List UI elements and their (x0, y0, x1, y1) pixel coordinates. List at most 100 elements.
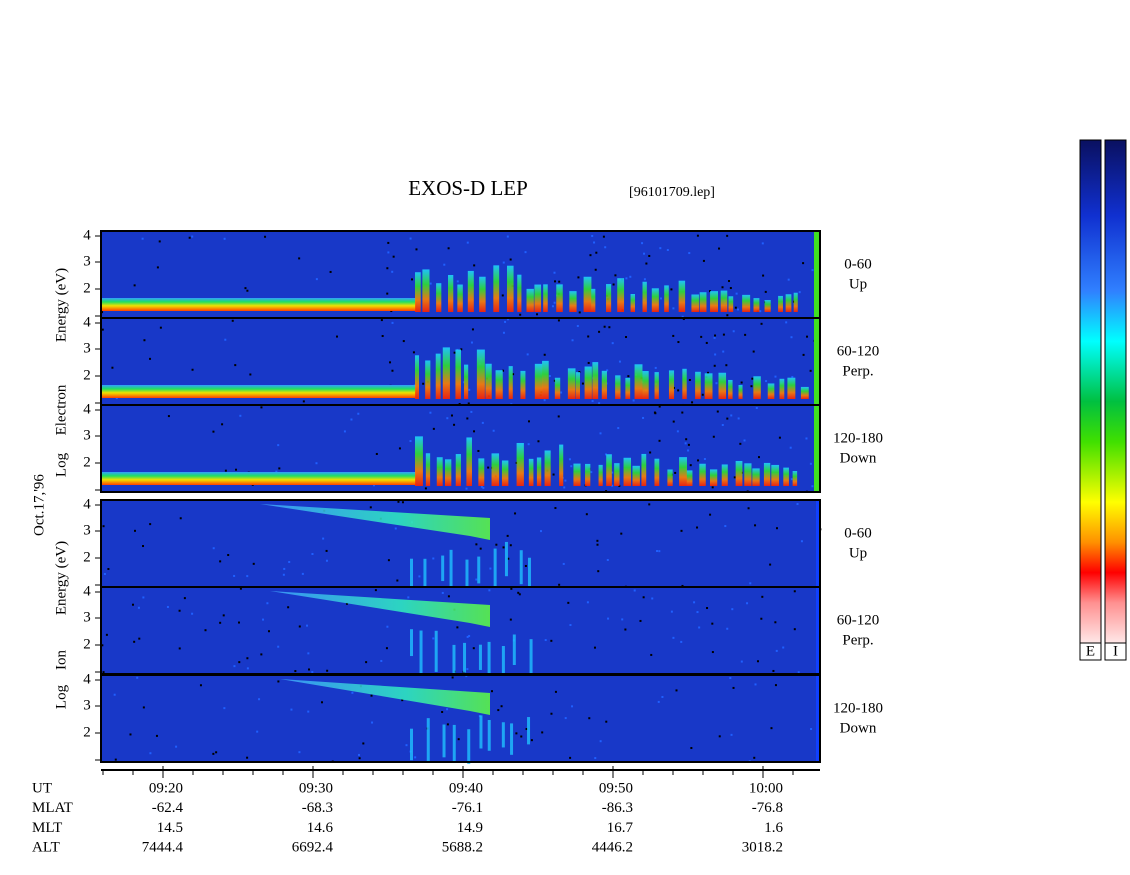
burst (606, 454, 612, 486)
burst (598, 464, 603, 486)
noise (466, 241, 469, 244)
ion-streak (441, 555, 445, 582)
noise (372, 484, 375, 487)
noise (396, 579, 399, 582)
noise (709, 513, 712, 516)
noise (791, 375, 794, 378)
noise (571, 705, 574, 708)
noise (136, 676, 139, 679)
noise (219, 621, 222, 624)
low-band (101, 385, 416, 398)
y-tick-label: 2 (83, 454, 91, 470)
noise (223, 707, 226, 710)
noise (233, 665, 236, 668)
noise (607, 617, 610, 620)
noise (714, 334, 717, 337)
noise (266, 602, 269, 605)
noise (370, 694, 373, 697)
noise (598, 402, 601, 405)
noise (506, 318, 509, 321)
ion-streak (452, 724, 456, 764)
burst (478, 458, 485, 486)
noise (774, 684, 777, 687)
noise (721, 423, 724, 426)
noise (432, 557, 435, 560)
noise (502, 546, 505, 549)
noise (620, 532, 623, 535)
noise (755, 406, 758, 409)
noise (806, 335, 809, 338)
noise (322, 537, 325, 540)
burst (520, 370, 526, 399)
spectrogram (100, 674, 821, 765)
noise (553, 271, 556, 274)
noise (142, 545, 145, 548)
noise (681, 411, 684, 414)
noise (809, 369, 812, 372)
noise (401, 699, 404, 702)
ion-streak (463, 642, 467, 673)
noise (760, 617, 763, 620)
y-tick-label: 2 (83, 636, 91, 652)
noise (756, 660, 759, 663)
burst (699, 463, 706, 486)
noise (569, 756, 572, 759)
y-tick-label: 4 (83, 671, 91, 687)
panel-label: Up (849, 545, 867, 561)
noise (787, 278, 790, 281)
noise (654, 366, 657, 369)
noise (550, 639, 553, 642)
burst (506, 265, 514, 312)
edge-strip (814, 318, 820, 405)
burst (728, 296, 734, 312)
footer-value: -76.1 (452, 800, 483, 816)
burst (435, 353, 441, 399)
row-label: MLT (32, 820, 62, 836)
noise (711, 486, 714, 489)
y-tick-label: 2 (83, 367, 91, 383)
burst (448, 274, 454, 312)
noise (239, 587, 242, 590)
noise (541, 731, 544, 734)
noise (802, 262, 805, 265)
noise (105, 633, 108, 636)
noise (387, 241, 390, 244)
burst (617, 278, 625, 312)
noise (754, 683, 757, 686)
noise (676, 430, 679, 433)
noise (682, 318, 685, 321)
footer-value: 10:00 (749, 780, 783, 796)
noise (602, 235, 605, 238)
noise (141, 237, 144, 240)
noise (362, 742, 365, 745)
ion-streak (410, 728, 413, 761)
noise (212, 547, 215, 550)
noise (718, 735, 721, 738)
noise (234, 364, 237, 367)
noise (315, 462, 318, 465)
noise (466, 417, 469, 420)
noise (457, 738, 460, 741)
noise (471, 328, 474, 331)
noise (774, 621, 777, 624)
ion-streak (479, 715, 483, 749)
noise (737, 308, 740, 311)
ion-streak (501, 646, 505, 674)
noise (142, 596, 145, 599)
noise (407, 596, 410, 599)
noise (204, 629, 207, 632)
ion-streak (449, 549, 453, 592)
spectrogram (100, 230, 821, 320)
noise (632, 399, 635, 402)
noise (390, 310, 393, 313)
noise (302, 400, 305, 403)
noise (597, 570, 600, 573)
noise (696, 611, 699, 614)
noise (133, 529, 136, 532)
noise (611, 342, 614, 345)
noise (605, 720, 608, 723)
burst (584, 366, 592, 399)
low-band (101, 472, 416, 485)
noise (290, 708, 293, 711)
noise (482, 486, 485, 489)
